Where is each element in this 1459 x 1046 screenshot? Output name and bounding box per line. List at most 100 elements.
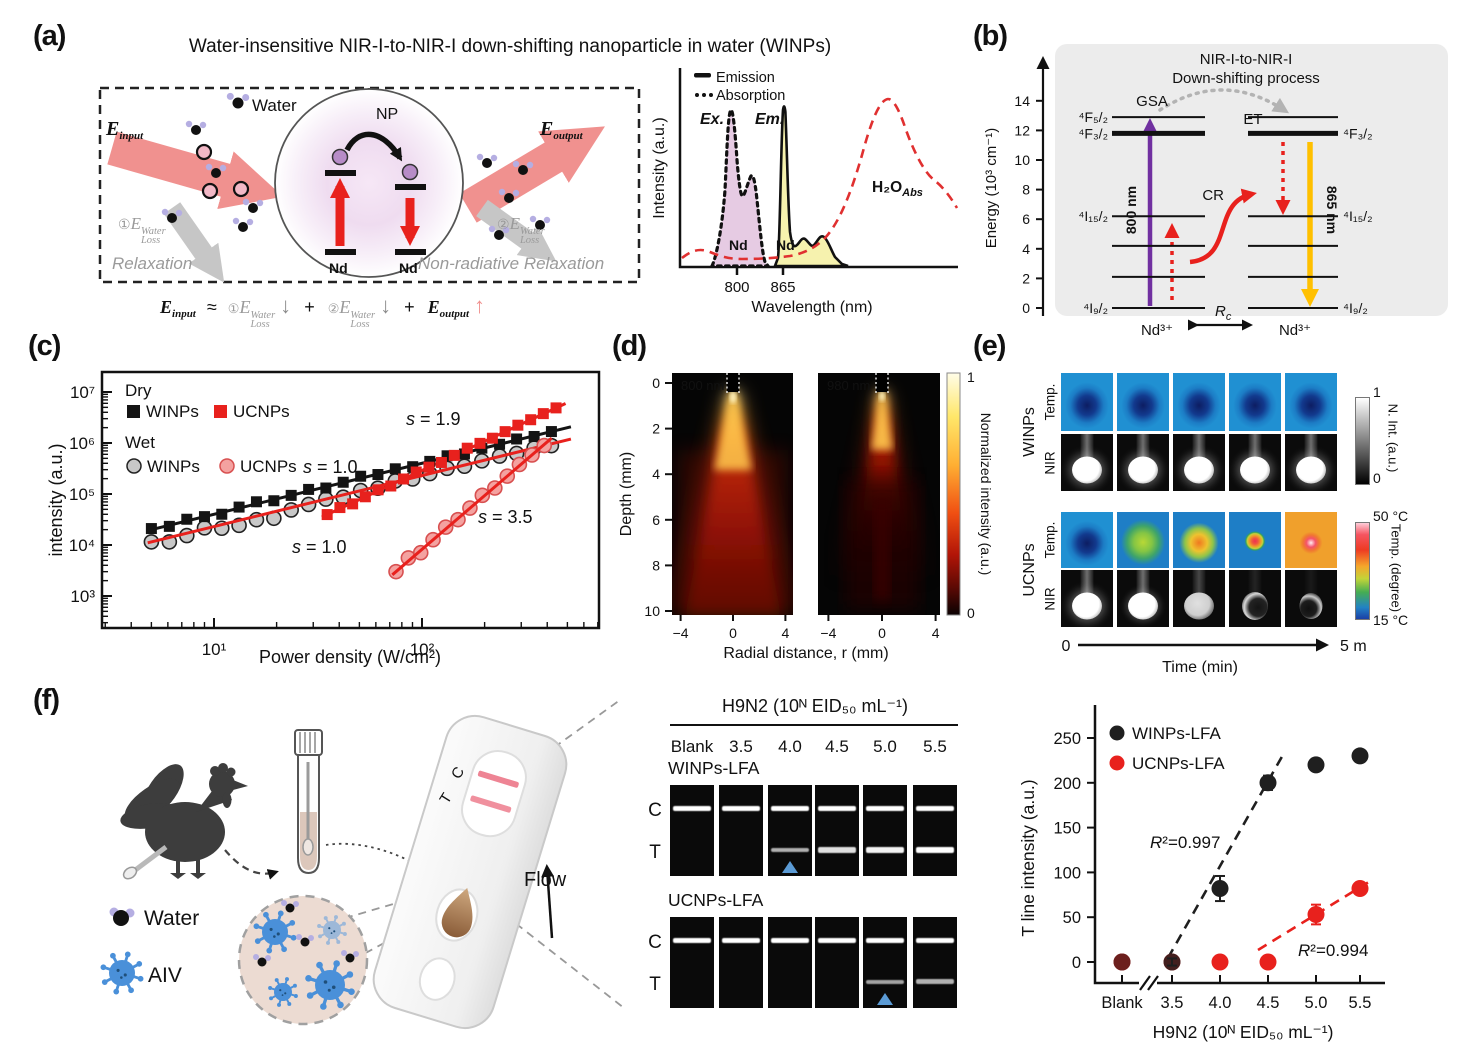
sample-blob (1128, 456, 1158, 484)
level-label-right: ⁴I₁₅/₂ (1343, 208, 1373, 224)
c-line (915, 806, 955, 811)
c-line-label: C (648, 932, 662, 953)
assay-row-name: UCNPs-LFA (668, 890, 764, 910)
y-tick-label: 150 (1053, 820, 1081, 838)
svg-text:UCNPs: UCNPs (233, 402, 290, 421)
emission-peak (773, 105, 849, 268)
data-point (398, 473, 410, 485)
virus-icon (317, 915, 347, 945)
aiv-legend-label: AIV (148, 964, 182, 987)
column-label-4.0: 4.0 (778, 737, 802, 756)
y-tick-label: 10⁵ (69, 485, 95, 504)
panel-d-beam-maps: 1 0 Normalized intensity (a.u.) Depth (m… (618, 369, 994, 662)
depth-tick: 2 (652, 421, 660, 437)
y-tick-label: 10⁷ (70, 383, 95, 402)
data-point (1163, 953, 1181, 971)
panel-c-power-plot: Dry WINPs UCNPs Wet WINPs UCNPs 10³ 10⁴ 10… (46, 370, 601, 667)
thermal-nir-image (1173, 512, 1225, 568)
energy-loss-arrow-right (476, 199, 557, 262)
photon-circles (195, 143, 250, 200)
y-tick-label: 10⁶ (69, 434, 95, 453)
y-tick-label: 200 (1053, 775, 1081, 793)
data-point (458, 448, 470, 460)
depth-tick: 6 (652, 512, 660, 528)
data-point (233, 501, 245, 513)
data-point (550, 402, 562, 414)
nir-cbar-tick-0: 0 (1373, 470, 1381, 486)
axes (1093, 705, 1385, 985)
spectrum-axes (678, 68, 958, 269)
panel-d-label: (d) (612, 330, 647, 362)
energy-tick: 12 (1014, 122, 1030, 138)
sample-blob (1072, 456, 1102, 484)
ion-label-left: Nd³⁺ (1141, 322, 1173, 339)
panel-f-plot-ylabel: T line intensity (a.u.) (1018, 779, 1038, 936)
virus-icon (305, 960, 355, 1010)
x-tick-label: 5.0 (1305, 994, 1328, 1012)
panel-c-xlabel: Power density (W/cm²) (259, 647, 441, 667)
data-point (525, 414, 537, 426)
data-point (448, 449, 460, 461)
radial-tick: 4 (932, 625, 940, 641)
ion-label-right: Nd³⁺ (1279, 322, 1311, 339)
rc-label: Rc (1215, 303, 1232, 323)
slope-label: s = 1.9 (406, 409, 461, 429)
t-line (770, 847, 810, 852)
panel-b-label: (b) (973, 20, 1008, 52)
legend-emission-glyph (694, 73, 711, 78)
flow-arrow (541, 864, 555, 939)
radial-tick: −4 (673, 625, 689, 641)
c-line (672, 938, 712, 943)
data-point (250, 496, 262, 508)
energy-loss-arrow-left (163, 202, 225, 283)
water-absorption-curve (681, 97, 959, 261)
t-line (817, 847, 857, 853)
radial-tick: 0 (729, 625, 737, 641)
sample-blob (1128, 592, 1158, 620)
panel-a-label: (a) (33, 20, 66, 52)
c-line (817, 806, 857, 811)
legend-marker (1109, 725, 1125, 741)
e-output-label: Eoutput (540, 118, 583, 142)
data-point (410, 466, 422, 478)
nd-level-diagram-right (395, 163, 426, 255)
lfa-strip (719, 785, 763, 876)
svg-text:WINPs: WINPs (146, 402, 199, 421)
data-point (1259, 774, 1277, 792)
energy-tick: 10 (1014, 152, 1030, 168)
panel-c-label: (c) (28, 330, 61, 362)
svg-text:UCNPs: UCNPs (240, 457, 297, 476)
data-point (528, 430, 540, 442)
water-legend-icon (109, 907, 135, 926)
panel-e-time-axis: 0 5 m Time (min) (1062, 638, 1367, 676)
legend-label: UCNPs-LFA (1132, 754, 1225, 773)
panel-b-ylabel: Energy (10³ cm⁻¹) (983, 128, 1000, 248)
lfa-strip (863, 917, 907, 1008)
assay-row-name: WINPs-LFA (668, 758, 760, 778)
lfa-strip (670, 917, 714, 1008)
data-point (359, 491, 371, 503)
c-line (721, 938, 761, 943)
np-label: NP (376, 106, 399, 123)
intensity-colorbar (946, 372, 961, 616)
thermal-nir-image (1173, 434, 1225, 491)
data-point (435, 456, 447, 468)
y-tick-label: 250 (1053, 730, 1081, 748)
cross-relaxation-arrow (1189, 188, 1257, 265)
lfa-strip (863, 785, 907, 876)
tick-865: 865 (770, 279, 795, 296)
column-label-4.5: 4.5 (825, 737, 849, 756)
panel-c-legend: Dry WINPs UCNPs Wet WINPs UCNPs (125, 381, 297, 476)
data-point (163, 520, 175, 532)
virus-icon (268, 977, 298, 1007)
column-label-3.5: 3.5 (729, 737, 753, 756)
panel-b-background (1055, 44, 1448, 316)
legend-label: WINPs-LFA (1132, 724, 1221, 743)
y-tick-label: 10⁴ (69, 536, 95, 555)
level-label-left: ⁴F₅/₂ (1078, 109, 1108, 125)
t-line-label: T (649, 842, 661, 863)
y-tick-label: 10³ (70, 587, 95, 606)
sample-tube-icon (294, 729, 323, 875)
lfa-cassette-icon: C T (372, 714, 568, 1030)
